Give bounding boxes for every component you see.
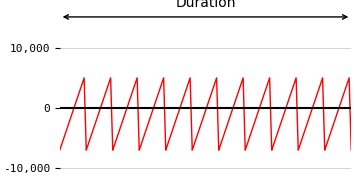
Text: Duration: Duration [175,0,236,10]
